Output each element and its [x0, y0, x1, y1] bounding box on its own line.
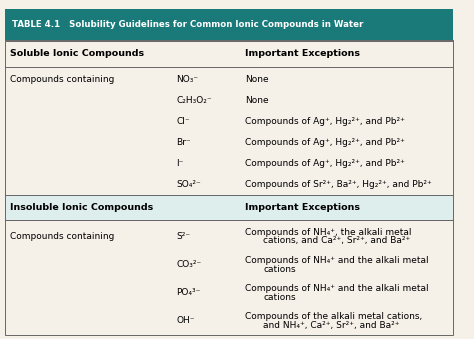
Text: C₂H₃O₂⁻: C₂H₃O₂⁻ [176, 96, 212, 105]
Text: PO₄³⁻: PO₄³⁻ [176, 288, 201, 297]
Text: Important Exceptions: Important Exceptions [245, 203, 360, 212]
Text: Compounds of Sr²⁺, Ba²⁺, Hg₂²⁺, and Pb²⁺: Compounds of Sr²⁺, Ba²⁺, Hg₂²⁺, and Pb²⁺ [245, 180, 432, 189]
Text: Compounds of NH₄⁺ and the alkali metal: Compounds of NH₄⁺ and the alkali metal [245, 284, 428, 293]
Text: OH⁻: OH⁻ [176, 316, 195, 325]
Text: Br⁻: Br⁻ [176, 138, 191, 147]
Text: and NH₄⁺, Ca²⁺, Sr²⁺, and Ba²⁺: and NH₄⁺, Ca²⁺, Sr²⁺, and Ba²⁺ [263, 321, 400, 330]
Text: NO₃⁻: NO₃⁻ [176, 75, 199, 84]
Text: Compounds of NH₄⁺, the alkali metal: Compounds of NH₄⁺, the alkali metal [245, 228, 411, 237]
Text: Compounds containing: Compounds containing [10, 232, 114, 241]
Text: None: None [245, 96, 269, 105]
Text: Compounds containing: Compounds containing [10, 75, 114, 84]
Text: Compounds of Ag⁺, Hg₂²⁺, and Pb²⁺: Compounds of Ag⁺, Hg₂²⁺, and Pb²⁺ [245, 159, 405, 168]
Text: Soluble Ionic Compounds: Soluble Ionic Compounds [10, 49, 144, 58]
Text: Cl⁻: Cl⁻ [176, 117, 190, 126]
Text: TABLE 4.1   Solubility Guidelines for Common Ionic Compounds in Water: TABLE 4.1 Solubility Guidelines for Comm… [12, 20, 364, 29]
Text: CO₃²⁻: CO₃²⁻ [176, 260, 202, 269]
FancyBboxPatch shape [5, 9, 453, 40]
Text: Insoluble Ionic Compounds: Insoluble Ionic Compounds [10, 203, 153, 212]
Text: Important Exceptions: Important Exceptions [245, 49, 360, 58]
Text: SO₄²⁻: SO₄²⁻ [176, 180, 201, 189]
Text: Compounds of the alkali metal cations,: Compounds of the alkali metal cations, [245, 312, 422, 321]
Text: Compounds of Ag⁺, Hg₂²⁺, and Pb²⁺: Compounds of Ag⁺, Hg₂²⁺, and Pb²⁺ [245, 138, 405, 147]
Text: None: None [245, 75, 269, 84]
Text: cations: cations [263, 264, 296, 274]
Text: I⁻: I⁻ [176, 159, 184, 168]
Text: S²⁻: S²⁻ [176, 232, 191, 241]
FancyBboxPatch shape [5, 195, 453, 220]
Text: Compounds of Ag⁺, Hg₂²⁺, and Pb²⁺: Compounds of Ag⁺, Hg₂²⁺, and Pb²⁺ [245, 117, 405, 126]
Text: cations, and Ca²⁺, Sr²⁺, and Ba²⁺: cations, and Ca²⁺, Sr²⁺, and Ba²⁺ [263, 236, 410, 245]
Text: Compounds of NH₄⁺ and the alkali metal: Compounds of NH₄⁺ and the alkali metal [245, 256, 428, 265]
Text: cations: cations [263, 293, 296, 302]
